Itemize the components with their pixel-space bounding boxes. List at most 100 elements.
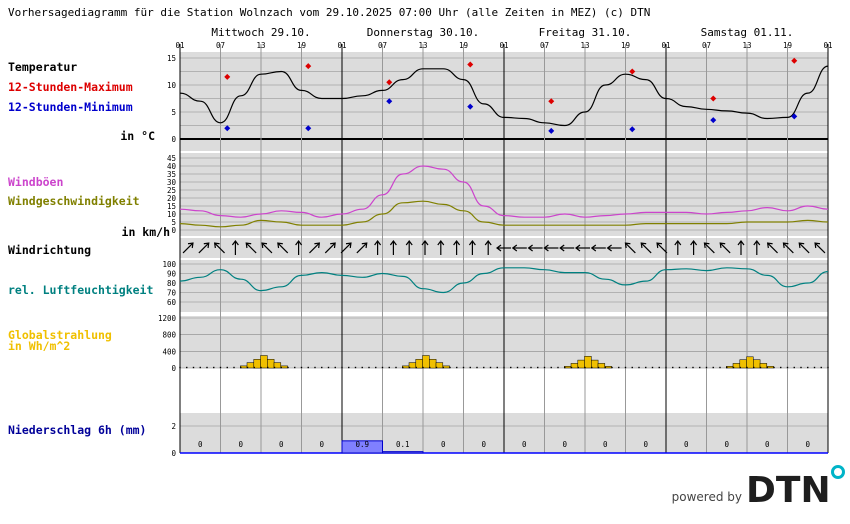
radiation-hour-dot: [543, 366, 546, 369]
radiation-hour-dot: [604, 366, 606, 369]
wind-arrow-head: [389, 240, 397, 246]
radiation-hour-dot: [449, 366, 451, 369]
precip-value-label: 0: [643, 440, 648, 449]
wind-arrow-head: [766, 242, 773, 249]
wind-direction-arrow-icon: [295, 240, 303, 255]
radiation-hour-dot: [186, 366, 188, 369]
powered-by-text: powered by: [672, 490, 742, 504]
radiation-hour-dot: [496, 366, 498, 369]
label-humidity: rel. Luftfeuchtigkeit: [8, 283, 153, 297]
wind-direction-arrow-icon: [437, 240, 445, 255]
radiation-hour-dot: [280, 366, 282, 369]
radiation-hour-dot: [597, 366, 600, 369]
wind-arrow-shaft: [309, 242, 320, 254]
wind-direction-arrow-icon: [231, 240, 239, 255]
radiation-hour-dot: [483, 366, 485, 369]
wind-speed-line: [179, 200, 829, 228]
label-tmin: 12-Stunden-Minimum: [8, 100, 133, 114]
precip-tick-label: 2: [171, 422, 176, 431]
wind-direction-arrow-icon: [277, 242, 289, 254]
radiation-hour-dot: [381, 366, 384, 369]
radiation-bar: [753, 359, 761, 369]
radiation-hour-dot: [550, 366, 552, 369]
wind-arrow-head: [575, 244, 581, 252]
wind-arrow-head: [798, 242, 805, 249]
radiation-bar: [429, 359, 437, 369]
wind-direction-arrow-icon: [624, 242, 636, 254]
radiation-bar: [435, 362, 444, 369]
radiation-hour-dot: [395, 366, 397, 369]
wind-arrow-shaft: [324, 242, 336, 254]
wind-arrow-head: [468, 240, 476, 246]
wind-arrow-head: [437, 240, 445, 246]
temperature-tick-label: 10: [167, 81, 177, 90]
wind-arrow-head: [361, 242, 368, 249]
precip-value-label: 0: [562, 440, 567, 449]
wind-direction-arrow-icon: [374, 240, 382, 255]
wind-direction-arrow-icon: [527, 244, 543, 252]
tmax-point: [710, 95, 717, 102]
wind-arrow-shaft: [182, 242, 194, 254]
precip-value-label: 0: [198, 440, 203, 449]
radiation-hour-dot: [422, 366, 424, 369]
radiation-hour-dot: [294, 366, 296, 369]
radiation-hour-dot: [246, 366, 249, 369]
wind-tick-label: 15: [167, 202, 176, 211]
label-wind-direction: Windrichtung: [8, 243, 91, 257]
radiation-hour-dot: [429, 366, 431, 369]
radiation-hour-dot: [719, 366, 721, 369]
radiation-hour-dot: [348, 366, 350, 369]
tmax-point: [548, 98, 555, 105]
humidity-tick-label: 100: [162, 260, 176, 269]
precip-value-label: 0: [805, 440, 810, 449]
humidity-tick-label: 90: [167, 270, 177, 279]
radiation-hour-dot: [564, 366, 566, 369]
wind-tick-label: 5: [171, 218, 176, 227]
wind-arrow-head: [737, 240, 745, 246]
radiation-bar: [746, 356, 754, 369]
radiation-hour-dot: [462, 366, 465, 369]
wind-arrow-head: [719, 242, 726, 249]
wind-arrow-shaft: [704, 242, 715, 254]
label-radiation: Globalstrahlung: [8, 328, 112, 342]
radiation-hour-dot: [678, 366, 681, 369]
radiation-hour-dot: [219, 366, 222, 369]
wind-direction-arrow-icon: [606, 244, 622, 252]
radiation-hour-dot: [638, 366, 640, 369]
radiation-tick-label: 0: [171, 364, 176, 373]
radiation-hour-dot: [253, 366, 255, 369]
wind-direction-arrow-icon: [453, 240, 461, 255]
radiation-hour-dot: [206, 366, 208, 369]
radiation-hour-dot: [780, 366, 782, 369]
precip-value-label: 0: [522, 440, 527, 449]
wind-arrow-head: [703, 242, 710, 249]
radiation-hour-dot: [766, 366, 768, 369]
radiation-hour-dot: [442, 366, 444, 369]
label-precip: Niederschlag 6h (mm): [8, 423, 146, 437]
precip-value-label: 0: [481, 440, 486, 449]
wind-direction-arrow-icon: [468, 240, 476, 255]
radiation-hour-dot: [800, 366, 802, 369]
wind-direction-arrow-icon: [575, 244, 590, 252]
wind-arrow-head: [405, 240, 413, 246]
wind-direction-arrow-icon: [766, 242, 778, 254]
precip-value-label: 0: [765, 440, 770, 449]
radiation-hour-dot: [300, 366, 303, 369]
day-label: Donnerstag 30.10.: [367, 26, 480, 39]
label-temp-unit: in °C: [120, 129, 155, 143]
radiation-bar: [415, 359, 423, 369]
precip-value-label: 0: [319, 440, 324, 449]
radiation-hour-dot: [820, 366, 822, 369]
radiation-hour-dot: [321, 366, 323, 369]
radiation-hour-dot: [192, 366, 195, 369]
wind-arrow-head: [245, 242, 252, 249]
wind-arrow-shaft: [719, 242, 731, 254]
radiation-hour-dot: [307, 366, 309, 369]
wind-direction-arrow-icon: [324, 242, 336, 254]
radiation-hour-dot: [213, 366, 215, 369]
tmin-point: [629, 126, 636, 133]
wind-arrow-head: [314, 242, 321, 249]
radiation-hour-dot: [570, 366, 573, 369]
radiation-hour-dot: [273, 366, 276, 369]
tmin-point: [710, 117, 717, 124]
